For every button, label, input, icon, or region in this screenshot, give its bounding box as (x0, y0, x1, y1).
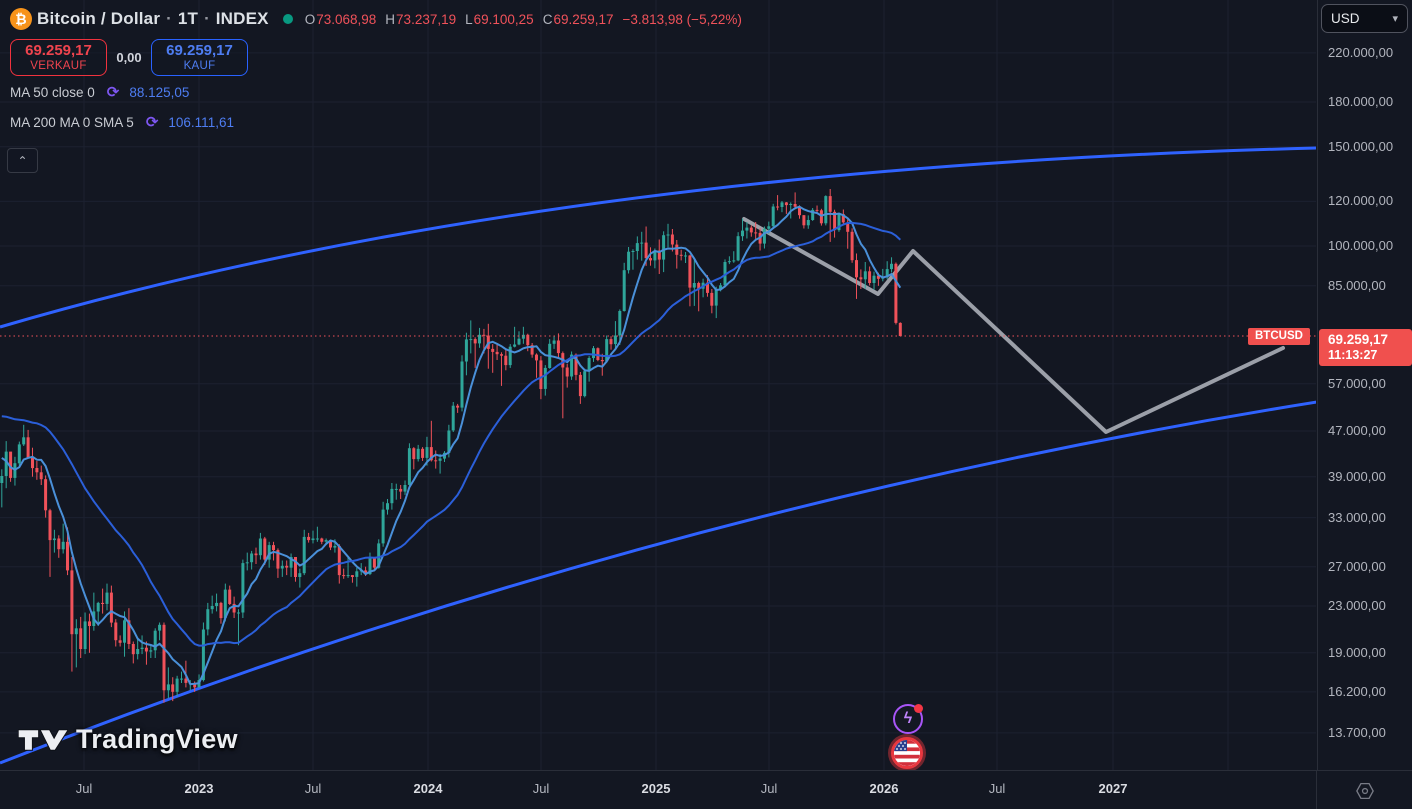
price-axis-tick: 120.000,00 (1328, 193, 1394, 209)
timeframe-label[interactable]: 1T (177, 9, 199, 28)
price-axis-tick: 27.000,00 (1328, 558, 1386, 574)
tradingview-logo-icon (18, 728, 68, 751)
symbol-name[interactable]: Bitcoin / Dollar (37, 9, 161, 28)
time-axis-label: Jul (75, 781, 93, 796)
price-axis-tick: 150.000,00 (1328, 138, 1394, 154)
time-axis-label: Jul (760, 781, 778, 796)
price-chart-canvas[interactable] (0, 0, 1316, 770)
sell-price: 69.259,17 (25, 42, 92, 59)
currency-select[interactable]: USD ▾ (1321, 4, 1408, 33)
chevron-up-icon: ⌃ (17, 153, 28, 168)
indicator-row-ma50[interactable]: MA 50 close 0 ⟳ 88.125,05 (10, 84, 190, 101)
us-economic-event-badge[interactable] (891, 737, 923, 769)
buy-button[interactable]: 69.259,17 KAUF (151, 39, 248, 76)
price-axis-tick: 13.700,00 (1328, 724, 1386, 740)
price-axis-tick: 180.000,00 (1328, 94, 1394, 110)
lower-channel-line (0, 400, 1316, 765)
candles (0, 189, 902, 703)
upper-channel-line (0, 146, 1316, 329)
price-axis-tick: 57.000,00 (1328, 375, 1386, 391)
symbol-header[interactable]: ₿ Bitcoin / Dollar · 1T · INDEX O73.068,… (10, 6, 742, 32)
watermark-text: TradingView (76, 724, 238, 754)
time-axis-label: 2026 (869, 781, 899, 796)
market-label: INDEX (215, 9, 269, 28)
economic-event-flash-badge[interactable]: ϟ (893, 704, 923, 734)
price-line-symbol-chip[interactable]: BTCUSD (1248, 327, 1310, 345)
time-axis-label: 2025 (641, 781, 671, 796)
time-axis-label: 2024 (413, 781, 443, 796)
separator: · (166, 9, 172, 28)
open-value: 73.068,98 (316, 11, 377, 27)
separator: · (204, 9, 210, 28)
market-open-dot-icon (282, 14, 293, 24)
high-value: 73.237,19 (396, 11, 457, 27)
chart-legend: ₿ Bitcoin / Dollar · 1T · INDEX O73.068,… (10, 6, 742, 136)
chevron-down-icon: ▾ (1392, 13, 1398, 25)
reload-icon[interactable]: ⟳ (106, 84, 120, 101)
tradingview-logo[interactable]: TradingView (18, 724, 238, 755)
price-axis-tick: 47.000,00 (1328, 422, 1386, 438)
price-axis-tick: 220.000,00 (1328, 44, 1394, 60)
price-axis-tick: 16.200,00 (1328, 683, 1386, 699)
ma-slow-line (1, 221, 901, 647)
indicator-row-ma200[interactable]: MA 200 MA 0 SMA 5 ⟳ 106.111,61 (10, 114, 234, 131)
sell-button[interactable]: 69.259,17 VERKAUF (10, 39, 107, 76)
us-flag-icon (894, 740, 920, 766)
price-axis-tick: 85.000,00 (1328, 277, 1386, 293)
price-axis-tick: 19.000,00 (1328, 644, 1386, 660)
time-axis-label: Jul (988, 781, 1006, 796)
grid (0, 0, 1316, 770)
lightning-icon: ϟ (903, 710, 913, 727)
price-axis[interactable]: USD ▾ 69.259,17 11:13:27 220.000,00 180.0… (1317, 0, 1412, 770)
time-axis[interactable]: Jul 2023 Jul 2024 Jul 2025 Jul 2026 Jul 2027 (0, 770, 1412, 809)
price-axis-tick: 100.000,00 (1328, 238, 1394, 254)
ma50-value: 88.125,05 (129, 84, 190, 100)
order-panel: 69.259,17 VERKAUF 0,00 69.259,17 KAUF (10, 39, 742, 76)
reload-icon[interactable]: ⟳ (145, 114, 159, 131)
time-axis-label: 2027 (1098, 781, 1128, 796)
time-axis-label: Jul (304, 781, 322, 796)
notification-dot-icon (914, 704, 923, 713)
bar-countdown: 11:13:27 (1328, 348, 1378, 362)
forecast-drawing (742, 217, 1285, 434)
last-price-axis-label[interactable]: 69.259,17 11:13:27 (1319, 329, 1412, 366)
ohlc-values: O73.068,98 H73.237,19 L69.100,25 C69.259… (304, 11, 742, 27)
ma-fast-line (1, 205, 902, 686)
time-axis-label: 2023 (184, 781, 214, 796)
low-value: 69.100,25 (473, 11, 534, 27)
price-axis-tick: 39.000,00 (1328, 468, 1386, 484)
change-value: −3.813,98 (−5,22%) (622, 11, 742, 27)
spread-value: 0,00 (116, 50, 142, 65)
ma200-value: 106.111,61 (168, 114, 234, 130)
collapse-legend-button[interactable]: ⌃ (7, 148, 38, 173)
bitcoin-icon: ₿ (10, 8, 32, 30)
axis-settings-gear-icon (1355, 782, 1374, 799)
close-value: 69.259,17 (553, 11, 614, 27)
time-axis-label: Jul (532, 781, 550, 796)
axis-settings-corner[interactable] (1316, 771, 1412, 809)
last-price-value: 69.259,17 (1328, 332, 1389, 347)
buy-price: 69.259,17 (166, 42, 233, 59)
price-axis-tick: 33.000,00 (1328, 509, 1386, 525)
price-axis-tick: 23.000,00 (1328, 598, 1386, 614)
